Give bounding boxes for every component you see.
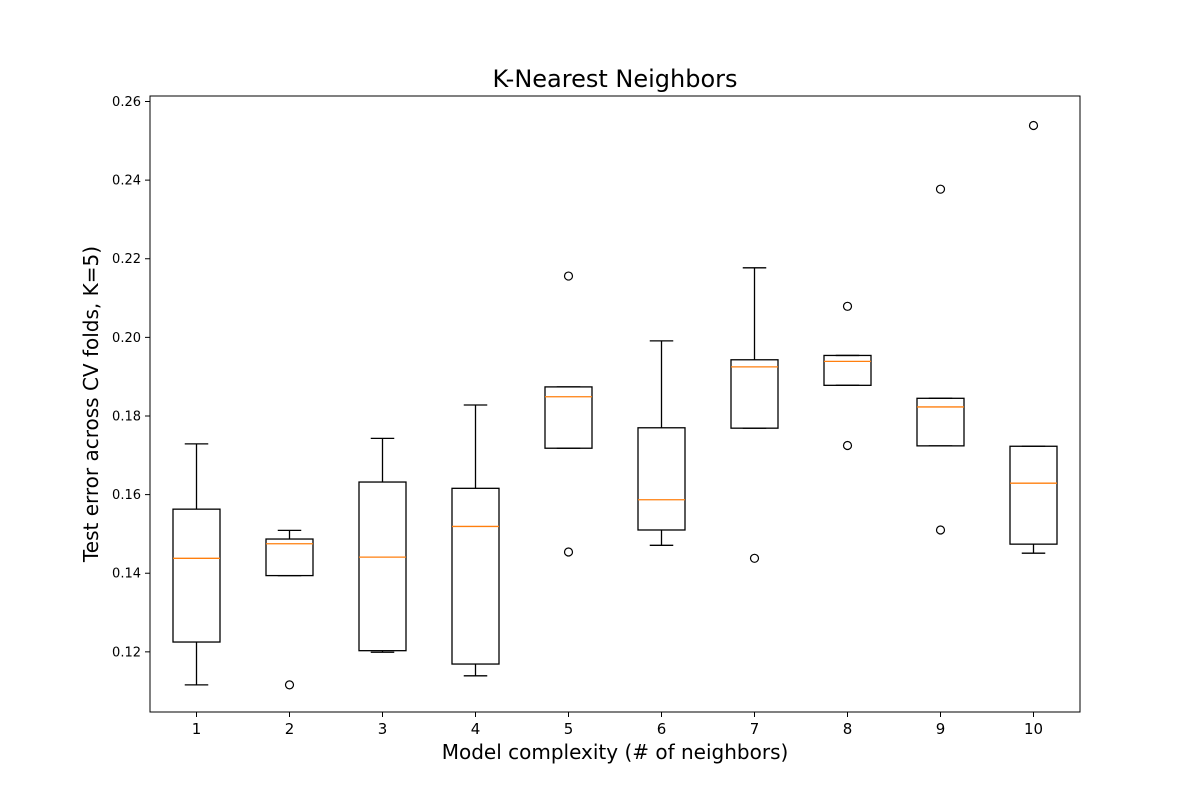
outlier-point [563,547,574,557]
box-body [358,481,407,652]
x-tick-label: 3 [378,720,388,738]
plot-area: 1 2 3 4 5 6 7 8 9 10 0.12 0.14 0.16 0.18 0.20 0.22 0.24 0… [112,95,1081,738]
box-body [1009,445,1058,545]
outlier-point [284,680,295,690]
y-tick-label: 0.24 [112,174,141,189]
outlier-point [563,271,574,281]
outlier-point [842,301,853,311]
x-tick-label: 8 [843,720,853,738]
y-axis-label: Test error across CV folds, K=5) [79,246,103,563]
y-tick-label: 0.20 [112,331,141,346]
box-body [544,386,593,449]
chart-title: K-Nearest Neighbors [492,65,737,93]
x-tick-label: 6 [657,720,667,738]
outlier-point [842,440,853,451]
box-body [730,359,779,429]
box-body [916,397,965,447]
x-tick-label: 4 [471,720,481,738]
box-body [823,354,872,386]
y-tick-label: 0.12 [112,645,141,660]
y-tick-label: 0.26 [112,95,141,110]
x-axis-label: Model complexity (# of neighbors) [442,740,789,764]
outlier-point [749,553,760,563]
outlier-point [935,184,946,194]
y-tick-label: 0.14 [112,567,141,582]
x-tick-label: 1 [192,720,202,738]
box-body [265,538,314,577]
y-tick-label: 0.22 [112,252,141,267]
y-tick-label: 0.16 [112,488,141,503]
x-tick-label: 7 [750,720,760,738]
box-body [172,508,221,643]
y-tick-label: 0.18 [112,409,141,424]
outlier-point [1028,120,1039,131]
x-tick-label: 2 [285,720,295,738]
x-tick-label: 9 [936,720,946,738]
outlier-point [935,525,946,535]
plot-frame [149,95,1081,713]
x-tick-label: 10 [1024,720,1043,738]
box-body [637,427,686,531]
x-tick-label: 5 [564,720,574,738]
box-body [451,487,500,665]
